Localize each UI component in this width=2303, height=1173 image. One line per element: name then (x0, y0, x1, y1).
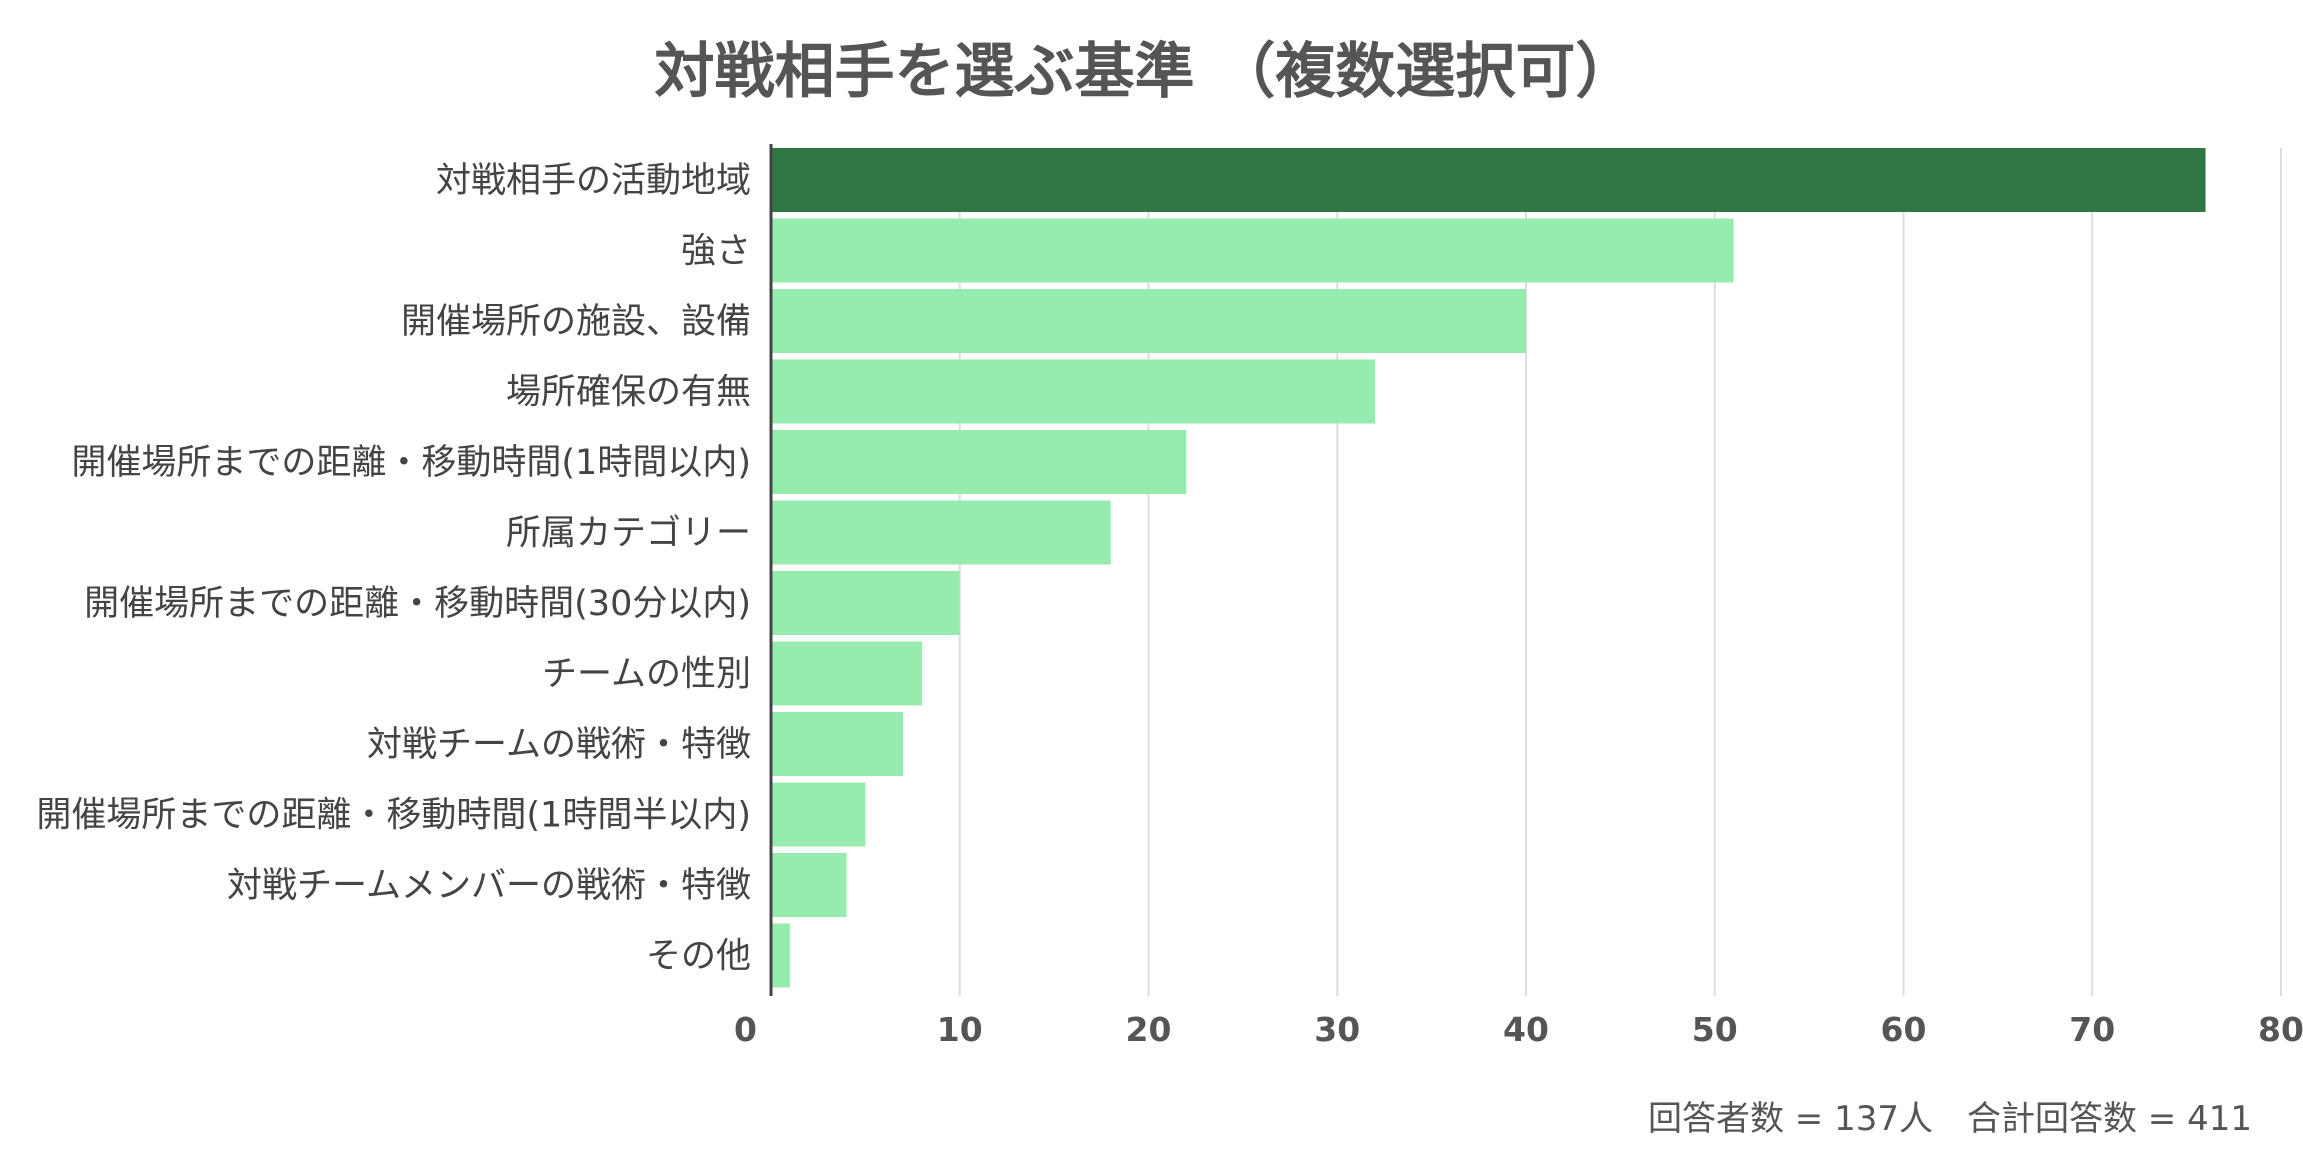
category-label: その他 (646, 937, 751, 977)
bar (771, 853, 847, 917)
respondent-footnote: 回答者数 = 137人 合計回答数 = 411 (1648, 1099, 2252, 1139)
bar (771, 641, 922, 706)
category-label: 開催場所の施設、設備 (401, 302, 751, 342)
x-tick-label: 0 (734, 1010, 757, 1049)
bar (771, 782, 866, 847)
bar (771, 571, 960, 635)
x-axis-ticks: 0 10 20 30 40 50 60 70 80 (734, 1010, 2303, 1049)
x-tick-label: 50 (1692, 1010, 1738, 1049)
x-tick-label: 20 (1126, 1010, 1172, 1049)
category-label: 対戦相手の活動地域 (436, 161, 751, 201)
x-tick-label: 60 (1881, 1010, 1927, 1049)
bar (771, 148, 2206, 212)
category-label: 場所確保の有無 (506, 373, 751, 413)
bar (771, 359, 1375, 424)
bar (771, 218, 1734, 283)
category-label: 開催場所までの距離・移動時間(1時間半以内) (36, 796, 751, 836)
x-tick-label: 80 (2258, 1010, 2303, 1049)
bars (771, 148, 2206, 988)
category-label: 強さ (681, 232, 751, 272)
x-tick-label: 40 (1503, 1010, 1549, 1049)
x-tick-label: 30 (1314, 1010, 1360, 1049)
bar (771, 289, 1526, 353)
bar (771, 923, 790, 988)
bar (771, 430, 1187, 494)
bar (771, 712, 904, 776)
category-label: 対戦チームメンバーの戦術・特徴 (227, 866, 751, 906)
x-tick-label: 70 (2069, 1010, 2115, 1049)
bar (771, 500, 1111, 565)
category-label: 開催場所までの距離・移動時間(1時間以内) (71, 443, 751, 483)
category-labels: 対戦相手の活動地域強さ開催場所の施設、設備場所確保の有無開催場所までの距離・移動… (36, 161, 751, 977)
x-tick-label: 10 (937, 1010, 983, 1049)
category-label: 開催場所までの距離・移動時間(30分以内) (84, 584, 751, 624)
category-label: 所属カテゴリー (506, 514, 751, 554)
category-label: チームの性別 (542, 655, 751, 695)
category-label: 対戦チームの戦術・特徴 (367, 725, 751, 765)
chart-title: 対戦相手を選ぶ基準 （複数選択可） (655, 37, 1636, 107)
